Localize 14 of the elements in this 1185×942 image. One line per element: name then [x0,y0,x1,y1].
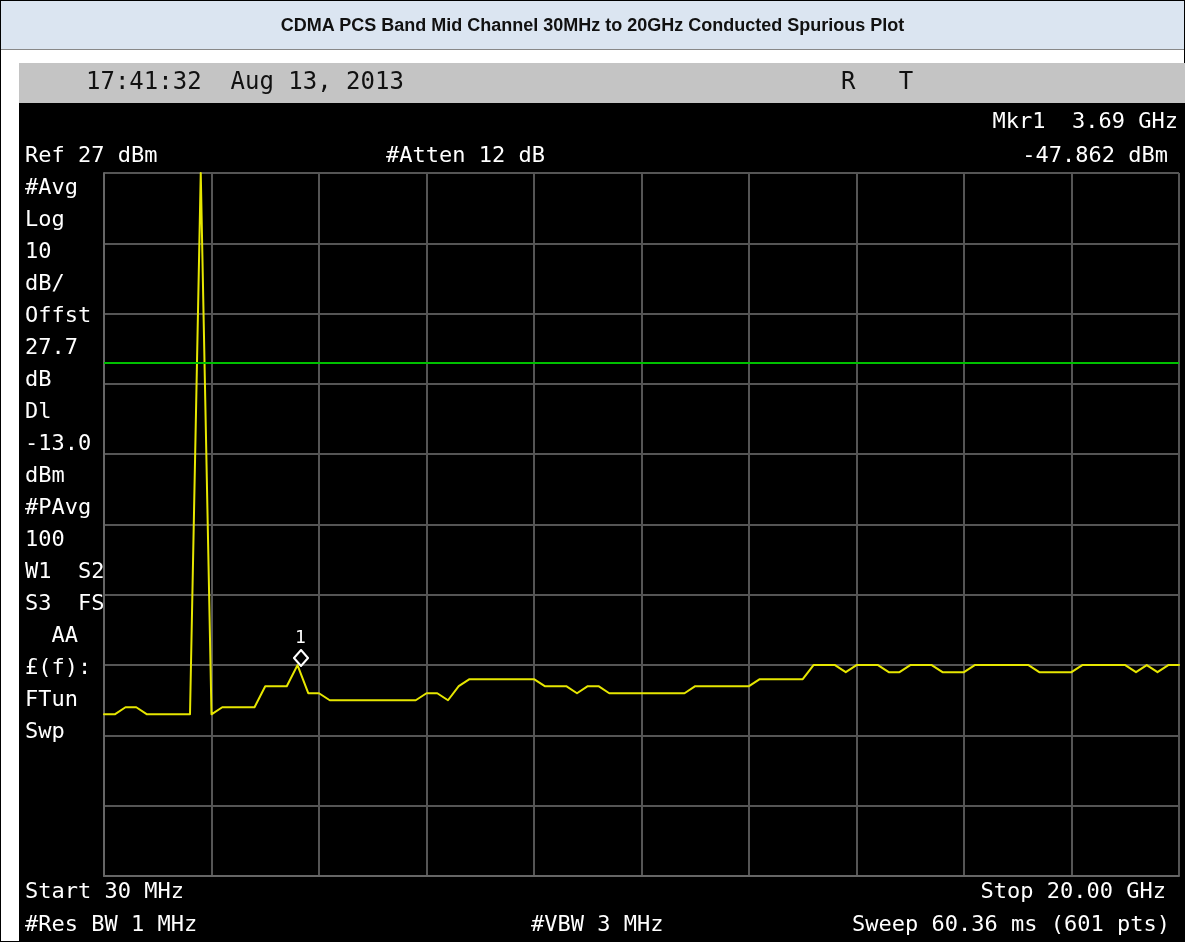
text: #Avg Log 10 dB/ Offst 27.7 dB Dl -13.0 dBm #PAvg 100 W1 S2 S3 FS AA £(f): FTun Swp [25,174,105,743]
text: -47.862 dBm [1022,141,1168,169]
annotation: 1 [295,626,306,647]
text: Sweep 60.36 ms (601 pts) [852,910,1170,938]
text: #Atten 12 dB [386,141,545,169]
text: Ref 27 dBm [25,141,158,169]
chart-title: CDMA PCS Band Mid Channel 30MHz to 20GHz Conducted Spurious Plot [1,1,1184,50]
text: Mkr1 3.69 GHz [992,107,1178,135]
text: R T [841,66,914,97]
text: Start 30 MHz [25,877,184,905]
text: #Res BW 1 MHz [25,910,198,938]
text: 17:41:32 Aug 13, 2013 [86,66,404,97]
text: Stop 20.00 GHz [980,877,1166,905]
text: #VBW 3 MHz [531,910,664,938]
